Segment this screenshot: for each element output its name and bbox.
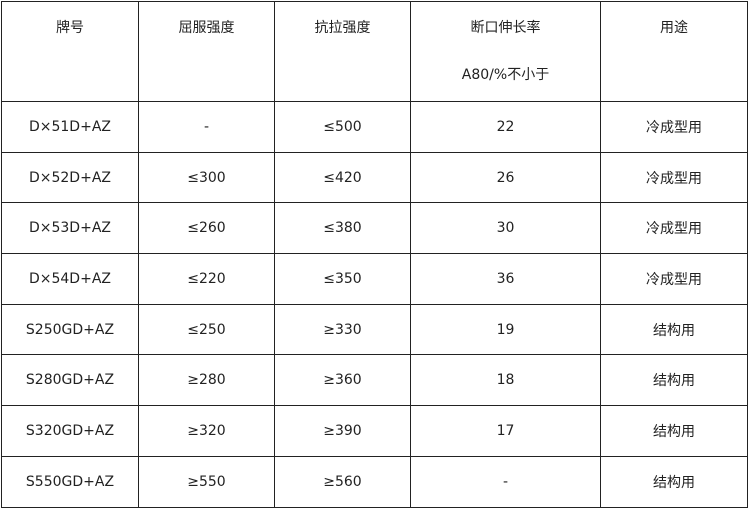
cell-grade: S550GD+AZ (1, 455, 139, 508)
cell-grade: S320GD+AZ (1, 405, 139, 457)
header-yield-strength: 屈服强度 (138, 1, 275, 102)
cell-elongation: 17 (410, 405, 601, 457)
table-row: D×51D+AZ - ≤500 22 冷成型用 (1, 101, 748, 153)
cell-elongation: 26 (410, 151, 601, 204)
cell-usage: 冷成型用 (600, 253, 748, 305)
cell-usage: 结构用 (600, 405, 748, 457)
header-tensile-strength: 抗拉强度 (274, 1, 411, 102)
cell-yield-strength: ≤300 (138, 151, 275, 204)
cell-yield-strength: ≥320 (138, 405, 275, 457)
table-row: S550GD+AZ ≥550 ≥560- 结构用 (1, 455, 748, 508)
cell-grade: D×54D+AZ (1, 253, 139, 305)
header-usage: 用途 (600, 1, 748, 102)
header-text: 断口伸长率 (470, 20, 541, 36)
table-row: D×53D+AZ ≤260 ≤380 30 冷成型用 (1, 202, 748, 255)
table-row: D×52D+AZ ≤300 ≤420 26 冷成型用 (1, 151, 748, 204)
header-text: 屈服强度 (178, 20, 235, 36)
cell-elongation: 19 (410, 303, 601, 356)
cell-yield-strength: ≤260 (138, 202, 275, 255)
cell-tensile-strength: ≤420 (274, 151, 411, 204)
cell-yield-strength: - (138, 101, 275, 153)
cell-grade: S250GD+AZ (1, 303, 139, 356)
cell-elongation: - (410, 455, 601, 508)
cell-grade: S280GD+AZ (1, 354, 139, 407)
table-row: S250GD+AZ ≤250 ≥330 19 结构用 (1, 303, 748, 356)
cell-tensile-strength: ≤350 (274, 253, 411, 305)
cell-yield-strength: ≥550 (138, 455, 275, 508)
cell-usage: 结构用 (600, 354, 748, 407)
cell-grade: D×52D+AZ (1, 151, 139, 204)
table-row: S320GD+AZ ≥320 ≥390 17 结构用 (1, 405, 748, 457)
cell-tensile-strength: ≥560 (274, 455, 411, 508)
header-text: 用途 (660, 20, 688, 36)
cell-grade: D×51D+AZ (1, 101, 139, 153)
cell-elongation: 22 (410, 101, 601, 153)
cell-usage: 冷成型用 (600, 101, 748, 153)
header-text: 牌号 (56, 20, 84, 36)
table-row: S280GD+AZ ≥280 ≥360 18 结构用 (1, 354, 748, 407)
cell-usage: 冷成型用 (600, 151, 748, 204)
header-grade: 牌号 (1, 1, 139, 102)
cell-tensile-strength: ≤380 (274, 202, 411, 255)
table-row: D×54D+AZ ≤220 ≤350 36 冷成型用 (1, 253, 748, 305)
cell-yield-strength: ≥280 (138, 354, 275, 407)
cell-tensile-strength: ≥390 (274, 405, 411, 457)
cell-elongation: 18 (410, 354, 601, 407)
header-row: 牌号 屈服强度 抗拉强度 断口伸长率 A80/%不小于 用途 (1, 1, 748, 102)
cell-tensile-strength: ≥360 (274, 354, 411, 407)
header-subtext: A80/%不小于 (461, 67, 550, 83)
cell-elongation: 36 (410, 253, 601, 305)
cell-tensile-strength: ≥330 (274, 303, 411, 356)
header-text: 抗拉强度 (314, 20, 371, 36)
cell-elongation: 30 (410, 202, 601, 255)
cell-yield-strength: ≤220 (138, 253, 275, 305)
header-elongation: 断口伸长率 A80/%不小于 (410, 1, 601, 102)
cell-usage: 冷成型用 (600, 202, 748, 255)
cell-tensile-strength: ≤500 (274, 101, 411, 153)
cell-usage: 结构用 (600, 455, 748, 508)
cell-usage: 结构用 (600, 303, 748, 356)
cell-yield-strength: ≤250 (138, 303, 275, 356)
cell-grade: D×53D+AZ (1, 202, 139, 255)
